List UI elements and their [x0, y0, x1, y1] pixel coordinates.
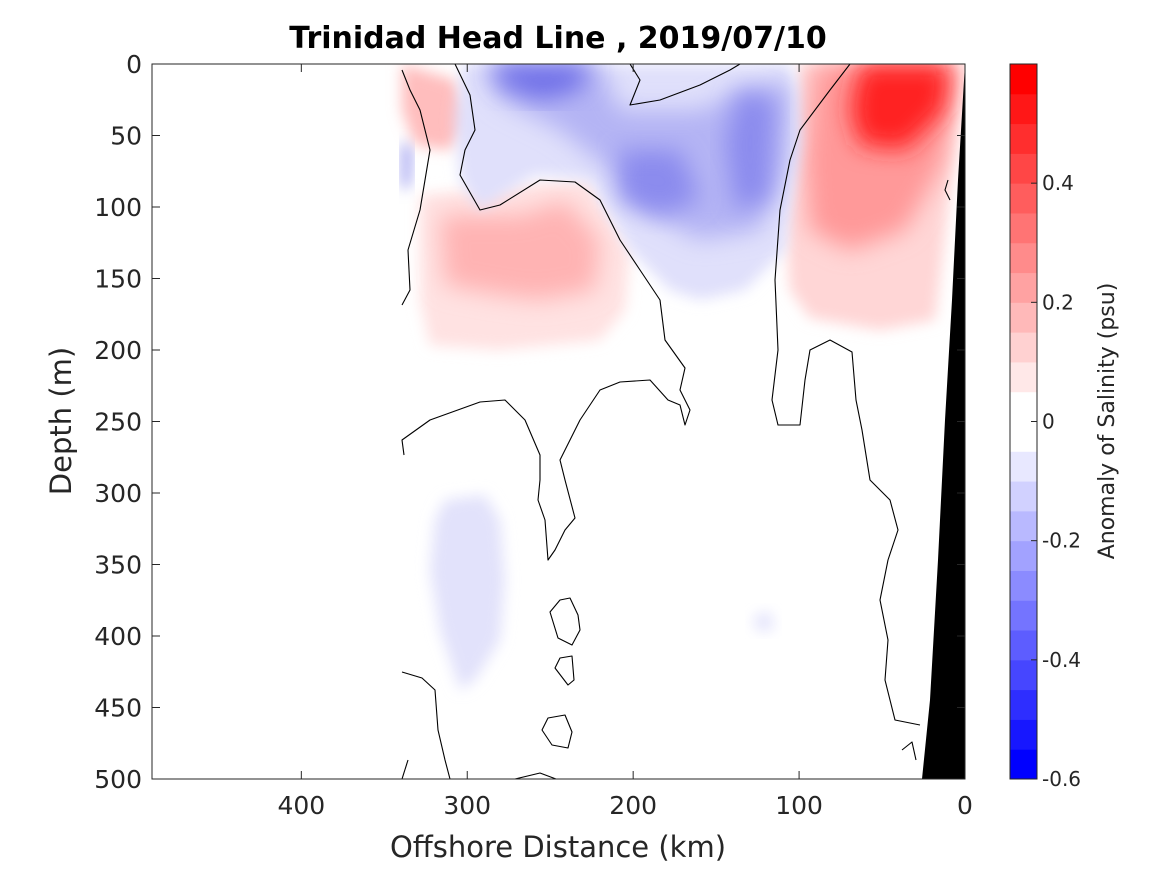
colorbar-band — [1010, 302, 1037, 333]
contour-line — [514, 772, 557, 779]
contour-line — [401, 671, 451, 779]
colorbar-tick-label: 0.2 — [1042, 290, 1074, 314]
colorbar-ticks: -0.6 -0.4 -0.2 0 0.2 0.4 — [1031, 171, 1081, 791]
left-edge-negative — [402, 140, 412, 190]
colorbar-band — [1010, 719, 1037, 750]
x-axis: 400 300 200 100 0 — [277, 64, 973, 820]
colorbar-band — [1010, 242, 1037, 274]
colorbar-tick-label: -0.4 — [1042, 648, 1081, 672]
colorbar: -0.6 -0.4 -0.2 0 0.2 0.4 Anomaly of Salinity … — [1009, 63, 1120, 791]
x-tick-label: 400 — [277, 791, 325, 820]
colorbar-tick-label: -0.6 — [1042, 767, 1081, 791]
contour-line — [944, 179, 951, 201]
colorbar-band — [1010, 570, 1037, 601]
y-tick-label: 500 — [94, 765, 142, 794]
colorbar-band — [1010, 361, 1037, 393]
contour-line — [541, 714, 573, 749]
negative-right-core — [725, 90, 775, 210]
chart-title: Trinidad Head Line , 2019/07/10 — [289, 21, 826, 56]
zero-contours — [401, 64, 951, 779]
y-tick-label: 400 — [94, 622, 142, 651]
colorbar-band — [1010, 212, 1037, 244]
contour-line — [401, 69, 431, 306]
colorbar-band — [1010, 659, 1037, 691]
colorbar-band — [1010, 689, 1037, 720]
colorbar-band — [1010, 630, 1037, 661]
contour-line — [771, 64, 921, 726]
x-tick-label: 200 — [609, 791, 657, 820]
x-tick-label: 0 — [957, 791, 973, 820]
colorbar-band — [1010, 749, 1037, 780]
colorbar-bands — [1010, 64, 1037, 780]
colorbar-band — [1010, 64, 1037, 95]
colorbar-tick-label: 0.4 — [1042, 171, 1074, 195]
y-axis-label: Depth (m) — [44, 347, 78, 495]
bathymetry-fill — [922, 64, 965, 779]
shallow-positive-patch — [402, 64, 472, 150]
colorbar-band — [1010, 451, 1037, 482]
y-tick-label: 0 — [126, 50, 142, 79]
y-tick-label: 100 — [94, 193, 142, 222]
contour-line — [554, 655, 575, 686]
deep-negative-plume — [430, 495, 505, 690]
contour-line — [901, 741, 917, 761]
colorbar-band — [1010, 123, 1037, 154]
deep-negative-spot — [752, 610, 775, 632]
colorbar-band — [1010, 421, 1037, 452]
anomaly-fills — [402, 64, 960, 690]
contour-line — [401, 759, 409, 779]
x-axis-label: Offshore Distance (km) — [390, 830, 726, 864]
colorbar-tick-label: 0 — [1042, 410, 1055, 434]
negative-mid-core — [620, 150, 700, 215]
y-tick-label: 250 — [94, 408, 142, 437]
colorbar-band — [1010, 272, 1037, 303]
contour-line — [549, 597, 581, 646]
y-tick-label: 450 — [94, 694, 142, 723]
x-tick-label: 100 — [775, 791, 823, 820]
y-tick-label: 200 — [94, 336, 142, 365]
contour-line — [629, 64, 741, 106]
negative-anomaly-core — [495, 64, 590, 100]
colorbar-tick-label: -0.2 — [1042, 529, 1081, 553]
contour-line — [401, 64, 691, 561]
colorbar-band — [1010, 93, 1037, 125]
y-tick-label: 300 — [94, 479, 142, 508]
colorbar-label: Anomaly of Salinity (psu) — [1095, 283, 1120, 560]
colorbar-band — [1010, 332, 1037, 363]
colorbar-band — [1010, 481, 1037, 512]
colorbar-band — [1010, 391, 1037, 422]
y-tick-label: 150 — [94, 265, 142, 294]
colorbar-band — [1010, 153, 1037, 184]
positive-lens-mid — [440, 200, 600, 300]
colorbar-band — [1010, 183, 1037, 214]
colorbar-band — [1010, 540, 1037, 571]
positive-anomaly-core — [850, 64, 950, 150]
y-tick-label: 50 — [110, 122, 142, 151]
y-tick-label: 350 — [94, 551, 142, 580]
colorbar-band — [1010, 600, 1037, 631]
colorbar-band — [1010, 510, 1037, 542]
plot-area — [152, 64, 965, 779]
y-axis: 0 50 100 150 200 250 300 350 400 450 500 — [94, 50, 965, 794]
x-tick-label: 300 — [443, 791, 491, 820]
